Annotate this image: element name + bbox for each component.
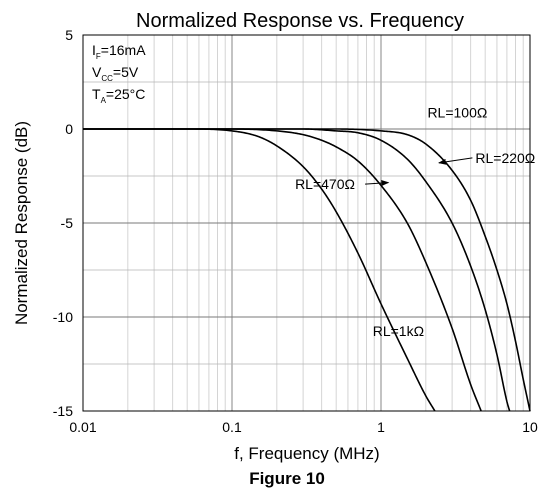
test-condition: VCC=5V (92, 64, 139, 83)
x-axis-label: f, Frequency (MHz) (234, 444, 379, 463)
series-line (83, 128, 531, 412)
series-label: RL=100Ω (427, 105, 487, 121)
y-tick-label: -5 (61, 215, 74, 231)
test-condition: TA=25°C (92, 86, 145, 105)
series-labels: RL=100Ω RL=220Ω RL=470Ω RL=1kΩ (295, 105, 535, 339)
series-label-arrow (365, 180, 390, 187)
series-line (83, 128, 482, 412)
test-conditions: IF=16mA VCC=5V TA=25°C (92, 42, 146, 105)
series-label: RL=470Ω (295, 176, 355, 192)
x-tick-label: 0.01 (69, 419, 96, 435)
figure-caption: Figure 10 (249, 469, 325, 488)
x-tick-label: 10 (522, 419, 538, 435)
plot-frame (82, 34, 531, 412)
grid (82, 34, 531, 412)
y-tick-label: 0 (65, 121, 73, 137)
y-tick-label: -15 (53, 403, 73, 419)
series-label-arrow (437, 157, 473, 165)
test-condition: IF=16mA (92, 42, 146, 61)
x-tick-label: 0.1 (222, 419, 242, 435)
chart-title: Normalized Response vs. Frequency (136, 10, 464, 32)
series-label: RL=220Ω (475, 150, 535, 166)
series-line (83, 128, 511, 412)
y-tick-label: -10 (53, 309, 73, 325)
x-tick-label: 1 (377, 419, 385, 435)
series-layer (83, 128, 531, 412)
tick-labels: 0.01 0.1 1 10 5 0 -5 -10 -15 (53, 27, 538, 435)
series-label: RL=1kΩ (373, 323, 424, 339)
y-tick-label: 5 (65, 27, 73, 43)
y-axis-label: Normalized Response (dB) (12, 121, 31, 325)
series-line (83, 128, 436, 412)
